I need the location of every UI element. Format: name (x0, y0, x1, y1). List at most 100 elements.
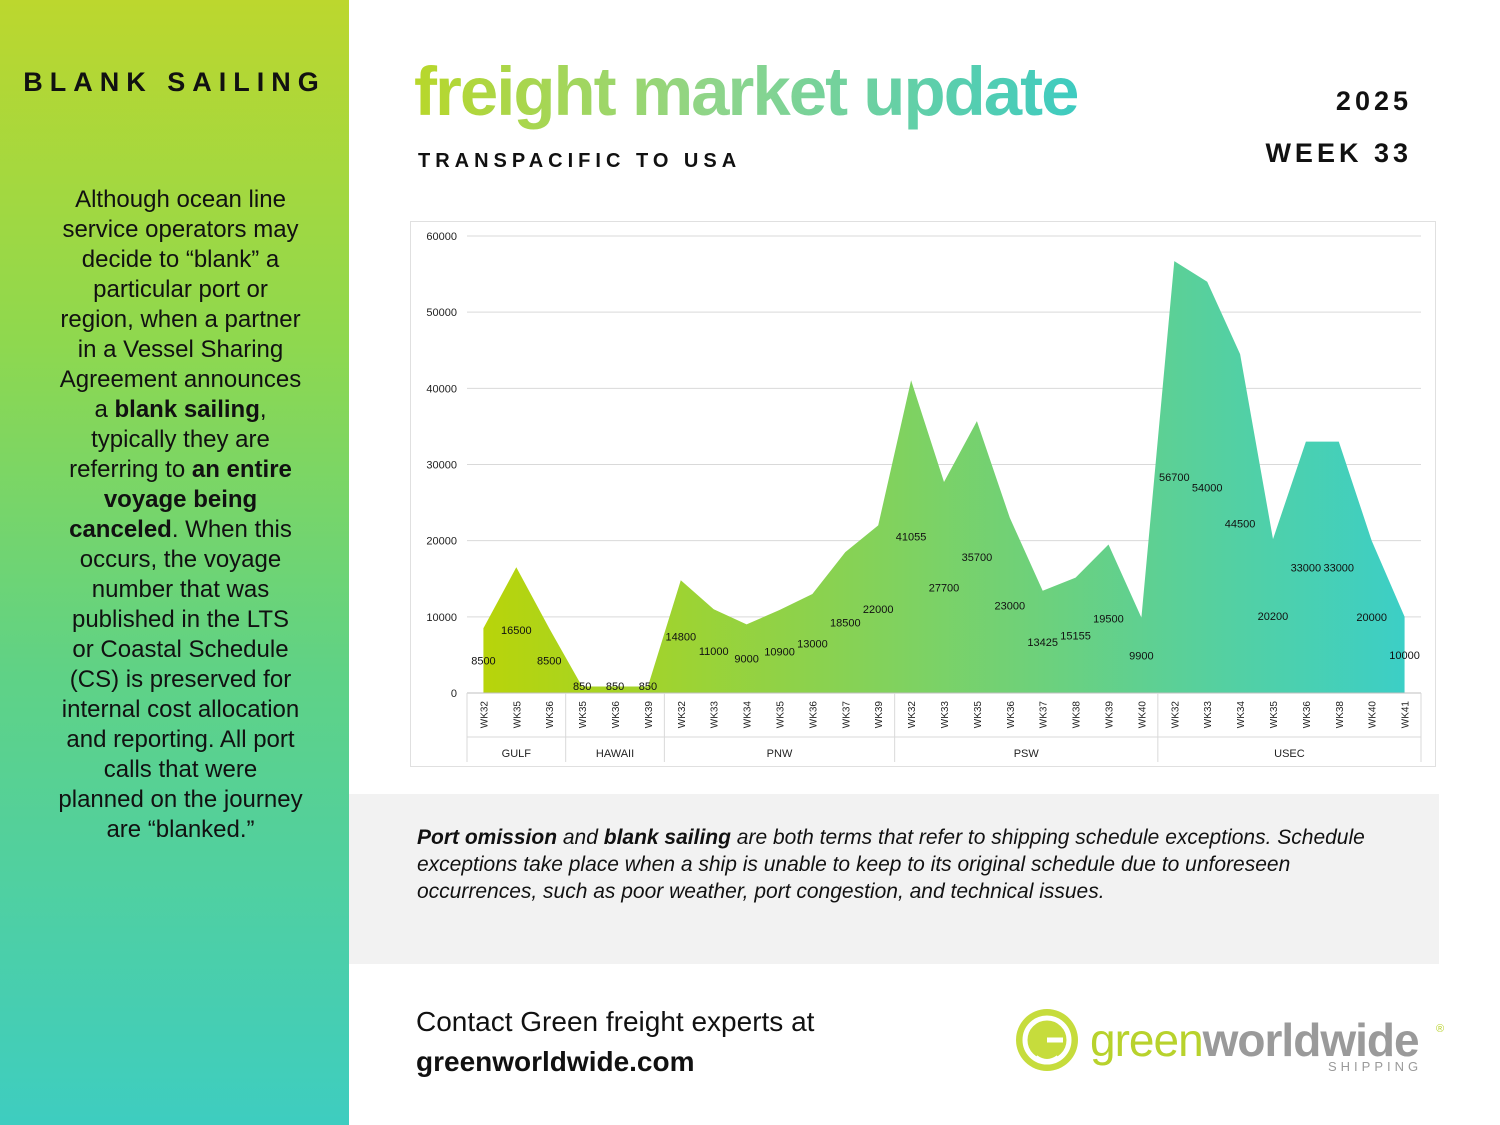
x-tick-label: WK35 (776, 701, 787, 729)
x-tick-label: WK37 (841, 701, 852, 729)
data-label: 9900 (1129, 650, 1153, 662)
x-tick-label: WK36 (808, 701, 819, 729)
data-label: 8500 (471, 656, 495, 668)
data-label: 23000 (994, 600, 1025, 612)
group-label: PSW (1014, 748, 1040, 760)
area-series (483, 261, 1405, 693)
info-panel: Port omission and blank sailing are both… (349, 794, 1439, 964)
info-text-part: blank sailing (603, 826, 731, 849)
data-label: 19500 (1093, 614, 1124, 626)
data-label: 13425 (1027, 637, 1058, 649)
data-label: 15155 (1060, 630, 1091, 642)
x-tick-label: WK35 (973, 701, 984, 729)
sidebar-text-part: an entire voyage being canceled (69, 456, 292, 543)
info-text-part: Port omission (417, 826, 558, 849)
data-label: 9000 (734, 654, 758, 666)
x-tick-label: WK38 (1072, 701, 1083, 729)
data-label: 27700 (929, 583, 960, 595)
sidebar-text-part: Although ocean line service operators ma… (59, 186, 302, 423)
x-tick-label: WK32 (1170, 701, 1181, 729)
report-year: 2025 (1335, 86, 1412, 116)
sidebar-title: BLANK SAILING (23, 67, 326, 97)
x-tick-label: WK36 (1006, 701, 1017, 729)
logo-word-green: green (1090, 1014, 1204, 1066)
globe-g-icon (1016, 1009, 1078, 1071)
x-tick-label: WK39 (644, 701, 655, 729)
data-label: 54000 (1192, 482, 1223, 494)
x-tick-label: WK33 (710, 701, 721, 729)
data-label: 850 (606, 681, 624, 693)
x-tick-label: WK35 (1269, 701, 1280, 729)
x-tick-label: WK33 (940, 701, 951, 729)
y-tick-label: 60000 (426, 231, 457, 243)
x-tick-label: WK41 (1401, 701, 1412, 729)
data-label: 33000 (1291, 562, 1322, 574)
data-label: 35700 (962, 552, 993, 564)
info-text: Port omission and blank sailing are both… (417, 824, 1377, 905)
y-tick-label: 10000 (426, 612, 457, 624)
sidebar: BLANK SAILING Although ocean line servic… (0, 0, 349, 1125)
sidebar-text-part: . When this occurs, the voyage number th… (58, 516, 303, 843)
x-tick-label: WK40 (1137, 701, 1148, 729)
data-label: 44500 (1225, 519, 1256, 531)
data-label: 14800 (666, 632, 697, 644)
logo-word-worldwide: worldwide (1202, 1014, 1420, 1066)
data-label: 850 (573, 681, 591, 693)
x-tick-label: WK34 (1236, 701, 1247, 729)
logo-registered-mark: ® (1436, 1023, 1445, 1035)
y-tick-label: 50000 (426, 307, 457, 319)
logo-subtitle: SHIPPING (1328, 1059, 1423, 1074)
x-tick-label: WK34 (743, 701, 754, 729)
data-label: 13000 (797, 638, 828, 650)
info-text-part: and (557, 826, 604, 849)
sidebar-description: Although ocean line service operators ma… (58, 185, 303, 845)
data-label: 16500 (501, 625, 532, 637)
sidebar-text-part: blank sailing (114, 396, 260, 423)
page-subtitle: TRANSPACIFIC TO USA (418, 150, 742, 172)
report-week: WEEK 33 (1265, 138, 1412, 168)
page-title: freight market update (414, 48, 1079, 136)
x-tick-label: WK39 (874, 701, 885, 729)
group-label: USEC (1274, 748, 1305, 760)
x-tick-label: WK35 (578, 701, 589, 729)
x-tick-label: WK32 (677, 701, 688, 729)
x-tick-label: WK32 (907, 701, 918, 729)
freight-rate-chart: 0 10000 20000 30000 40000 50000 60000 8500 1650… (410, 221, 1436, 767)
y-tick-label: 30000 (426, 460, 457, 472)
x-tick-label: WK36 (1302, 701, 1313, 729)
data-label: 18500 (830, 618, 861, 630)
y-tick-label: 20000 (426, 536, 457, 548)
logo-wordmark: greenworldwide (1090, 1013, 1420, 1067)
data-label: 850 (639, 681, 657, 693)
x-tick-label: WK39 (1104, 701, 1115, 729)
data-label: 8500 (537, 656, 561, 668)
data-label: 33000 (1323, 562, 1354, 574)
x-tick-label: WK38 (1335, 701, 1346, 729)
x-tick-label: WK35 (512, 701, 523, 729)
data-label: 20200 (1258, 611, 1289, 623)
data-label: 11000 (699, 646, 729, 658)
contact-block: Contact Green freight experts at greenwo… (416, 1002, 814, 1082)
data-label: 10000 (1389, 650, 1420, 662)
data-label: 41055 (896, 532, 927, 544)
x-tick-label: WK36 (611, 701, 622, 729)
data-label: 20000 (1356, 612, 1387, 624)
contact-line: Contact Green freight experts at (416, 1006, 815, 1037)
y-tick-label: 0 (451, 688, 457, 700)
data-label: 56700 (1159, 472, 1190, 484)
info-text-part: are both terms that refer to shipping sc… (417, 826, 1365, 903)
x-tick-label: WK37 (1039, 701, 1050, 729)
group-label: PNW (767, 748, 793, 760)
sidebar-text-part: , typically they are referring to (69, 396, 270, 483)
contact-url-link[interactable]: greenworldwide.com (416, 1046, 695, 1077)
y-tick-label: 40000 (426, 383, 457, 395)
group-label: HAWAII (596, 748, 634, 760)
x-tick-label: WK33 (1203, 701, 1214, 729)
chart-svg: 0 10000 20000 30000 40000 50000 60000 8500 1650… (426, 231, 1422, 762)
x-tick-label: WK36 (545, 701, 556, 729)
data-label: 22000 (863, 604, 894, 616)
brand-logo: greenworldwide ® SHIPPING (1012, 1005, 1452, 1085)
x-tick-label: WK32 (479, 701, 490, 729)
data-label: 10900 (764, 646, 795, 658)
group-label: GULF (502, 748, 532, 760)
